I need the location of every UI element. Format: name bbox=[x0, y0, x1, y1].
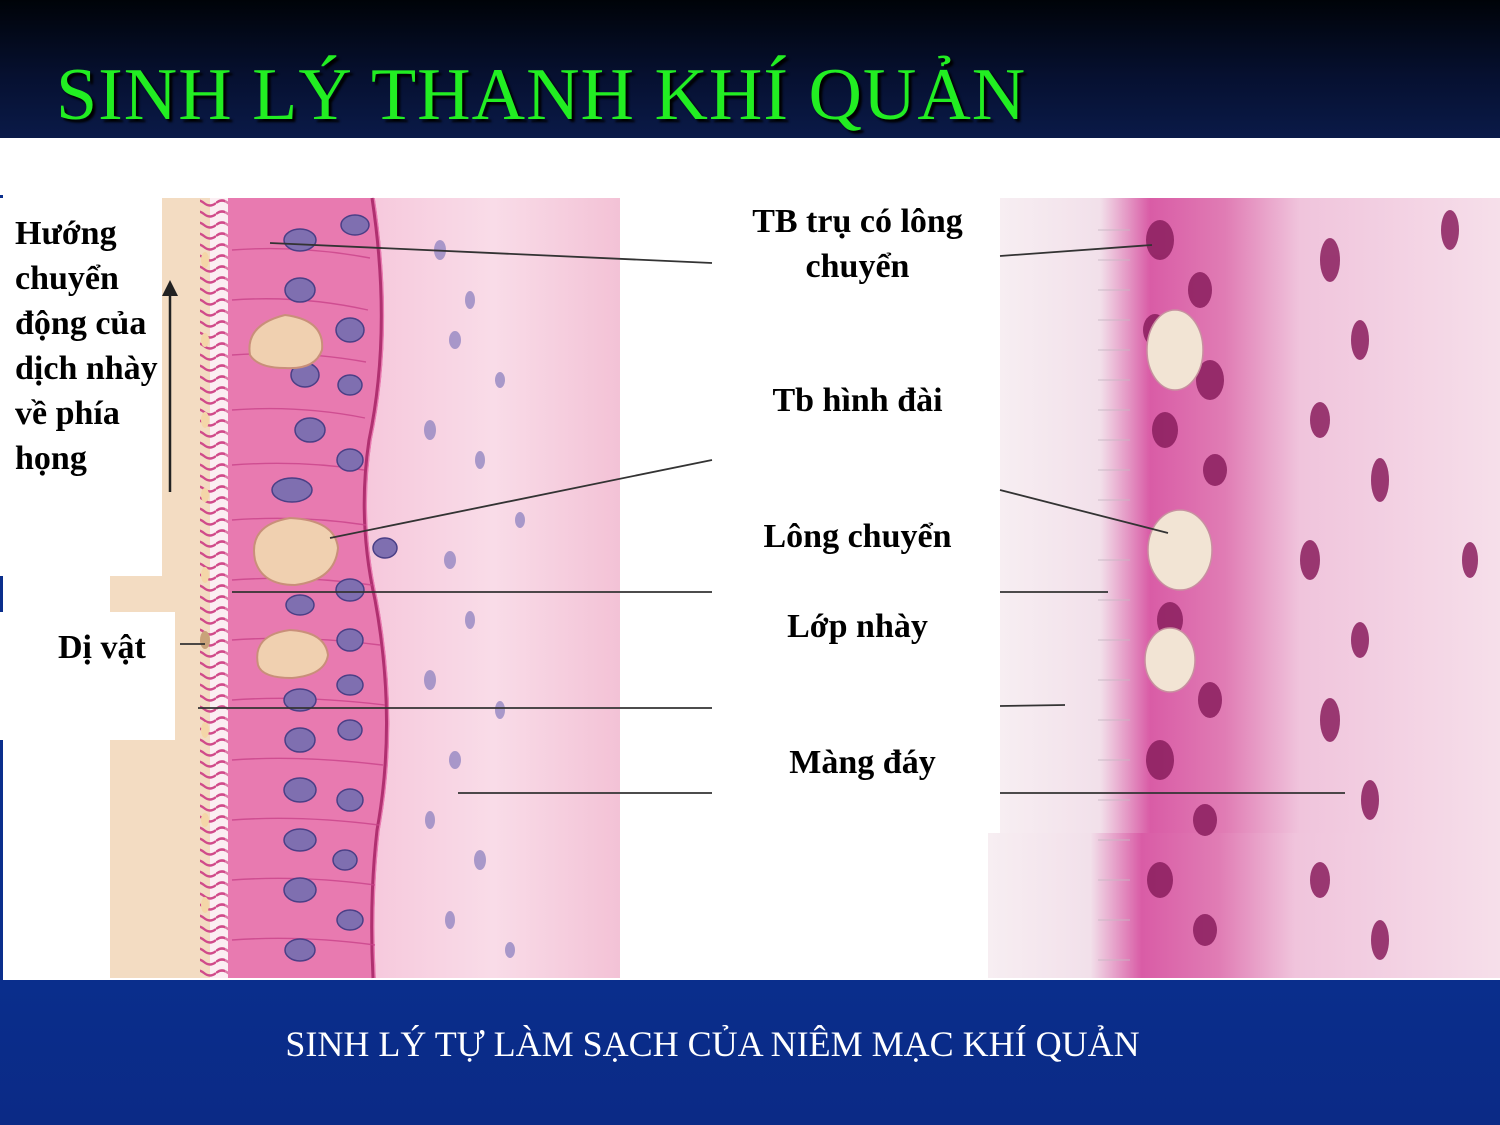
goblet-cells bbox=[248, 313, 340, 680]
ciliated-cell-label: TB trụ có lông chuyển bbox=[752, 203, 963, 285]
basement-membrane-label: Màng đáy bbox=[789, 744, 936, 781]
header-bar: SINH LÝ THANH KHÍ QUẢN bbox=[0, 0, 1500, 138]
cilia-label: Lông chuyển bbox=[763, 518, 952, 555]
direction-arrow bbox=[162, 280, 178, 492]
direction-label-box bbox=[0, 198, 162, 576]
direction-label: Hướng chuyển động của dịch nhày về phía … bbox=[15, 215, 158, 477]
foreign-body-label-box bbox=[0, 612, 175, 740]
center-labels-box bbox=[712, 198, 1000, 833]
histology-cilia bbox=[1098, 229, 1130, 961]
footer-bar bbox=[0, 980, 1500, 1125]
left-accent-bar bbox=[0, 575, 3, 980]
illustration-panel bbox=[110, 197, 620, 979]
lamina-propria bbox=[367, 198, 620, 978]
histology-panel bbox=[988, 198, 1500, 978]
leader-lines bbox=[180, 242, 1345, 794]
slide-caption: SINH LÝ TỰ LÀM SẠCH CỦA NIÊM MẠC KHÍ QUẢ… bbox=[285, 1024, 1140, 1064]
mucus-layer-label: Lớp nhày bbox=[787, 608, 928, 645]
histology-goblet-cells bbox=[1144, 309, 1213, 693]
goblet-cell-label: Tb hình đài bbox=[772, 382, 943, 419]
lamina-nuclei bbox=[424, 240, 525, 958]
slide-title: SINH LÝ THANH KHÍ QUẢN bbox=[56, 54, 1027, 136]
foreign-body-label: Dị vật bbox=[58, 629, 146, 666]
epithelium-band bbox=[228, 198, 390, 978]
histology-background bbox=[1000, 198, 1500, 833]
basement-membrane-line bbox=[362, 197, 388, 979]
